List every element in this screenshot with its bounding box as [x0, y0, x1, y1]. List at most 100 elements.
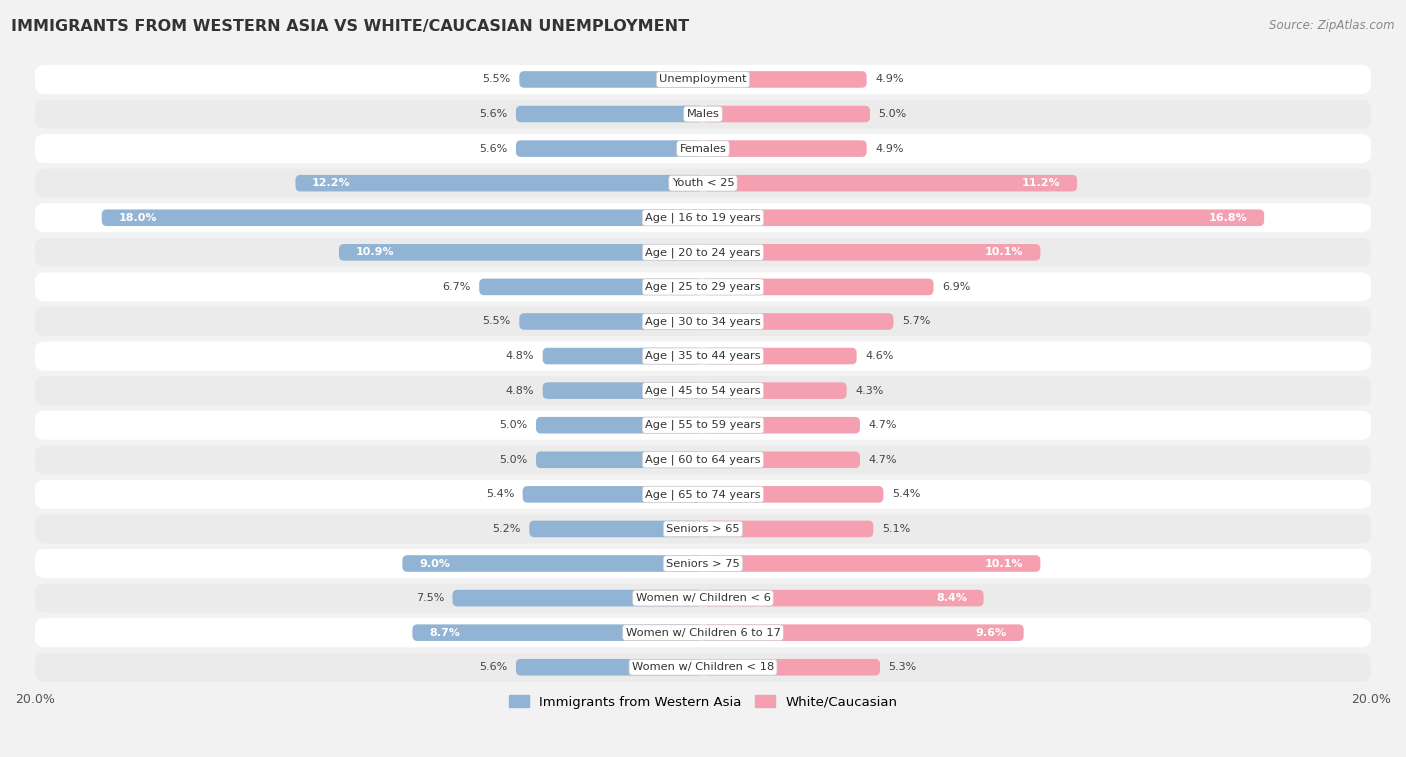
Text: 6.7%: 6.7%	[443, 282, 471, 292]
FancyBboxPatch shape	[703, 521, 873, 537]
Text: 4.7%: 4.7%	[869, 420, 897, 430]
FancyBboxPatch shape	[703, 244, 1040, 260]
FancyBboxPatch shape	[516, 106, 703, 123]
Text: Age | 55 to 59 years: Age | 55 to 59 years	[645, 420, 761, 431]
Text: 5.5%: 5.5%	[482, 316, 510, 326]
FancyBboxPatch shape	[703, 659, 880, 675]
FancyBboxPatch shape	[35, 273, 1371, 301]
Text: Males: Males	[686, 109, 720, 119]
Text: 8.7%: 8.7%	[429, 628, 460, 637]
FancyBboxPatch shape	[543, 347, 703, 364]
FancyBboxPatch shape	[516, 659, 703, 675]
Text: 5.4%: 5.4%	[891, 489, 920, 500]
Text: 9.6%: 9.6%	[976, 628, 1007, 637]
FancyBboxPatch shape	[703, 210, 1264, 226]
Text: 5.0%: 5.0%	[499, 455, 527, 465]
Text: Source: ZipAtlas.com: Source: ZipAtlas.com	[1270, 19, 1395, 32]
FancyBboxPatch shape	[35, 549, 1371, 578]
FancyBboxPatch shape	[35, 99, 1371, 129]
FancyBboxPatch shape	[536, 451, 703, 468]
Text: 6.9%: 6.9%	[942, 282, 970, 292]
Text: 5.3%: 5.3%	[889, 662, 917, 672]
FancyBboxPatch shape	[35, 238, 1371, 267]
Text: 5.6%: 5.6%	[479, 109, 508, 119]
Text: 4.3%: 4.3%	[855, 385, 883, 396]
Text: 5.6%: 5.6%	[479, 662, 508, 672]
FancyBboxPatch shape	[339, 244, 703, 260]
FancyBboxPatch shape	[703, 417, 860, 434]
Text: 5.2%: 5.2%	[492, 524, 522, 534]
FancyBboxPatch shape	[35, 584, 1371, 612]
Text: Age | 16 to 19 years: Age | 16 to 19 years	[645, 213, 761, 223]
FancyBboxPatch shape	[703, 140, 866, 157]
Text: Women w/ Children < 18: Women w/ Children < 18	[631, 662, 775, 672]
FancyBboxPatch shape	[703, 451, 860, 468]
Text: 9.0%: 9.0%	[419, 559, 450, 569]
Text: 4.6%: 4.6%	[865, 351, 893, 361]
Text: IMMIGRANTS FROM WESTERN ASIA VS WHITE/CAUCASIAN UNEMPLOYMENT: IMMIGRANTS FROM WESTERN ASIA VS WHITE/CA…	[11, 19, 689, 34]
Text: 5.4%: 5.4%	[486, 489, 515, 500]
Text: 16.8%: 16.8%	[1209, 213, 1247, 223]
Text: 5.6%: 5.6%	[479, 144, 508, 154]
Text: Age | 20 to 24 years: Age | 20 to 24 years	[645, 247, 761, 257]
Text: 4.8%: 4.8%	[506, 351, 534, 361]
Text: 12.2%: 12.2%	[312, 178, 352, 188]
FancyBboxPatch shape	[703, 486, 883, 503]
FancyBboxPatch shape	[703, 382, 846, 399]
Text: Age | 45 to 54 years: Age | 45 to 54 years	[645, 385, 761, 396]
FancyBboxPatch shape	[536, 417, 703, 434]
FancyBboxPatch shape	[529, 521, 703, 537]
FancyBboxPatch shape	[35, 134, 1371, 163]
FancyBboxPatch shape	[35, 515, 1371, 544]
FancyBboxPatch shape	[703, 71, 866, 88]
Text: Age | 60 to 64 years: Age | 60 to 64 years	[645, 454, 761, 465]
FancyBboxPatch shape	[479, 279, 703, 295]
FancyBboxPatch shape	[35, 376, 1371, 405]
FancyBboxPatch shape	[519, 71, 703, 88]
Legend: Immigrants from Western Asia, White/Caucasian: Immigrants from Western Asia, White/Cauc…	[503, 690, 903, 714]
FancyBboxPatch shape	[35, 341, 1371, 371]
Text: 11.2%: 11.2%	[1022, 178, 1060, 188]
Text: Age | 25 to 29 years: Age | 25 to 29 years	[645, 282, 761, 292]
Text: Age | 30 to 34 years: Age | 30 to 34 years	[645, 316, 761, 327]
Text: 10.1%: 10.1%	[986, 248, 1024, 257]
FancyBboxPatch shape	[402, 555, 703, 572]
Text: 4.9%: 4.9%	[875, 74, 904, 85]
Text: Unemployment: Unemployment	[659, 74, 747, 85]
Text: 8.4%: 8.4%	[936, 593, 967, 603]
FancyBboxPatch shape	[35, 169, 1371, 198]
FancyBboxPatch shape	[453, 590, 703, 606]
FancyBboxPatch shape	[412, 625, 703, 641]
Text: Seniors > 65: Seniors > 65	[666, 524, 740, 534]
Text: Females: Females	[679, 144, 727, 154]
FancyBboxPatch shape	[101, 210, 703, 226]
Text: 18.0%: 18.0%	[118, 213, 157, 223]
Text: 4.8%: 4.8%	[506, 385, 534, 396]
Text: 5.0%: 5.0%	[879, 109, 907, 119]
FancyBboxPatch shape	[35, 445, 1371, 475]
Text: 5.1%: 5.1%	[882, 524, 910, 534]
FancyBboxPatch shape	[703, 590, 984, 606]
Text: Women w/ Children < 6: Women w/ Children < 6	[636, 593, 770, 603]
Text: Seniors > 75: Seniors > 75	[666, 559, 740, 569]
Text: 5.7%: 5.7%	[901, 316, 931, 326]
Text: 5.5%: 5.5%	[482, 74, 510, 85]
FancyBboxPatch shape	[703, 347, 856, 364]
Text: 7.5%: 7.5%	[416, 593, 444, 603]
Text: 4.9%: 4.9%	[875, 144, 904, 154]
FancyBboxPatch shape	[523, 486, 703, 503]
FancyBboxPatch shape	[35, 480, 1371, 509]
Text: Age | 65 to 74 years: Age | 65 to 74 years	[645, 489, 761, 500]
FancyBboxPatch shape	[35, 618, 1371, 647]
FancyBboxPatch shape	[703, 175, 1077, 192]
FancyBboxPatch shape	[35, 411, 1371, 440]
FancyBboxPatch shape	[703, 625, 1024, 641]
FancyBboxPatch shape	[703, 555, 1040, 572]
FancyBboxPatch shape	[543, 382, 703, 399]
FancyBboxPatch shape	[519, 313, 703, 330]
Text: 4.7%: 4.7%	[869, 455, 897, 465]
Text: 5.0%: 5.0%	[499, 420, 527, 430]
FancyBboxPatch shape	[516, 140, 703, 157]
Text: 10.9%: 10.9%	[356, 248, 394, 257]
Text: Youth < 25: Youth < 25	[672, 178, 734, 188]
